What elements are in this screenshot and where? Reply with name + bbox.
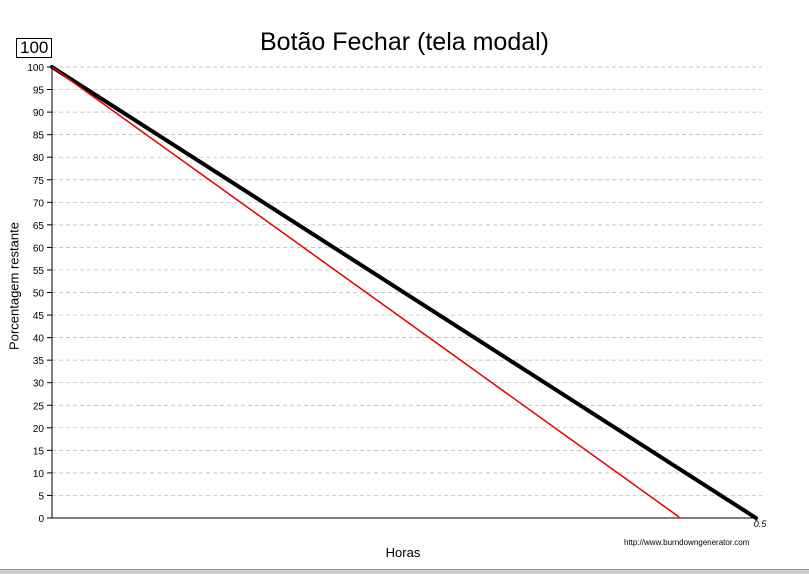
series-line-ideal — [50, 65, 758, 520]
grid-layer — [52, 66, 762, 496]
series-layer — [50, 65, 758, 520]
y-tick-label: 95 — [33, 86, 45, 97]
chart-title: Botão Fechar (tela modal) — [259, 28, 550, 56]
axis-layer: 0 5 10 15 20 25 30 35 40 45 50 55 60 65 70 75 80 85 90 95 10… — [27, 63, 767, 529]
y-tick-label: 0 — [38, 514, 44, 525]
y-tick-label: 45 — [33, 311, 45, 322]
y-tick-label: 80 — [33, 153, 45, 164]
edge-glyph: ) — [0, 559, 1, 571]
series-line-actual — [51, 66, 680, 518]
x-axis-label: Horas — [385, 545, 421, 560]
y-tick-label: 25 — [33, 401, 45, 412]
y-tick-label: 15 — [33, 446, 45, 457]
y-tick-label: 60 — [33, 243, 45, 254]
value-badge: 100 — [16, 38, 53, 58]
x-tick-label: 0.5 — [754, 519, 768, 529]
y-tick-label: 5 — [38, 491, 44, 502]
window-bottom-edge — [0, 569, 809, 574]
y-tick-label: 90 — [33, 108, 45, 119]
y-tick-label: 55 — [33, 266, 45, 277]
y-tick-label: 65 — [33, 221, 45, 232]
y-tick-label: 100 — [27, 63, 44, 74]
y-tick-label: 20 — [33, 424, 45, 435]
y-tick-label: 30 — [33, 379, 45, 390]
y-tick-label: 35 — [33, 356, 45, 367]
y-tick-label: 50 — [33, 289, 45, 300]
y-tick-label: 10 — [33, 469, 45, 480]
y-tick-label: 75 — [33, 176, 45, 187]
source-url: http://www.burndowngenerator.com — [624, 538, 750, 547]
y-tick-label: 85 — [33, 131, 45, 142]
y-tick-label: 70 — [33, 198, 45, 209]
y-tick-label: 40 — [33, 334, 45, 345]
